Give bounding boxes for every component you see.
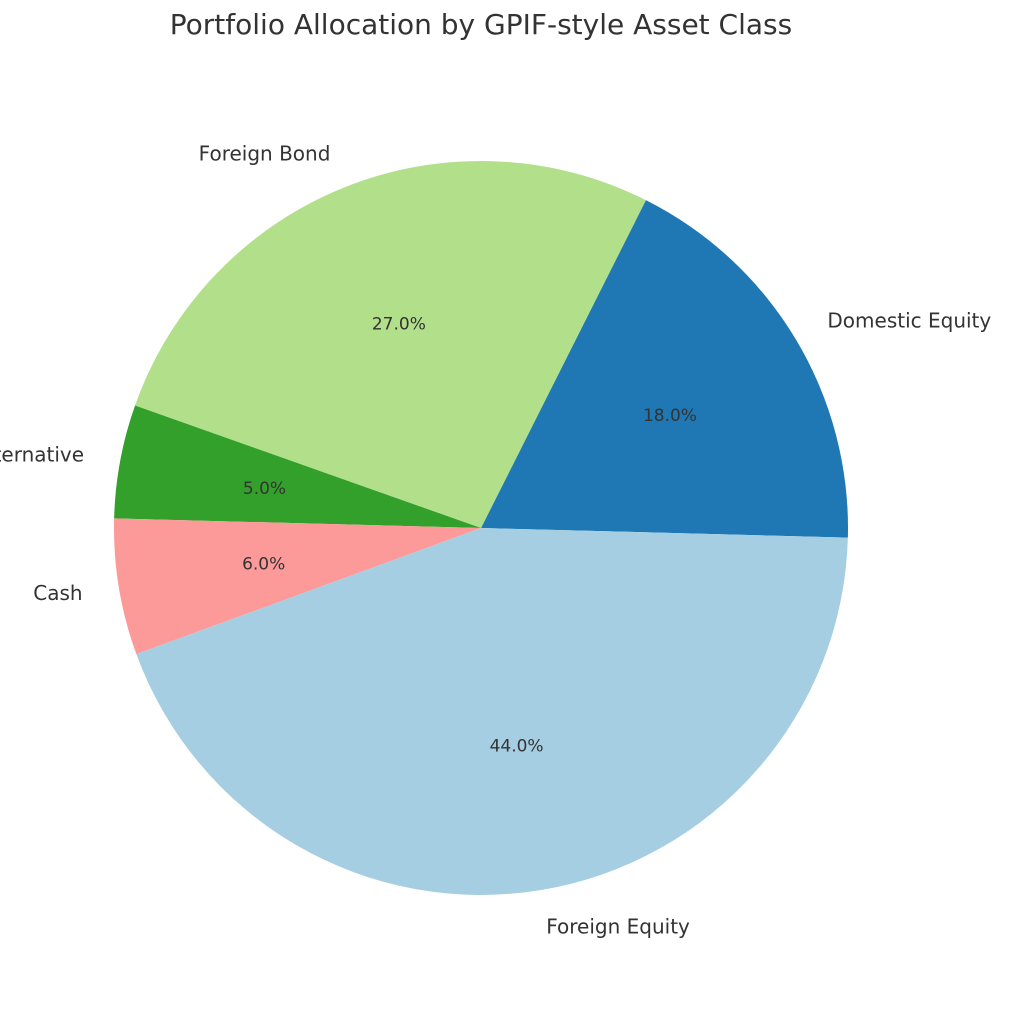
pct-label-domestic-equity: 18.0% [643,406,697,426]
pie-slice-alternative [114,405,481,528]
pie-slice-foreign-bond [135,160,646,528]
pie-slices [114,160,848,895]
slice-label-domestic-equity: Domestic Equity [827,309,991,333]
slice-label-foreign-equity: Foreign Equity [546,914,690,938]
pie-slice-domestic-equity [481,200,848,538]
pie-labels: Domestic Equity 18.0% Foreign Bond 27.0% Alt… [0,141,991,938]
pct-label-alternative: 5.0% [243,479,286,499]
chart-title: Portfolio Allocation by GPIF-style Asset… [170,8,792,41]
slice-label-foreign-bond: Foreign Bond [199,141,331,165]
slice-label-alternative: Alternative [0,442,84,466]
pct-label-foreign-bond: 27.0% [372,315,426,335]
pie-slice-cash [114,518,481,655]
pie-slice-foreign-equity [136,528,848,895]
slice-label-cash: Cash [33,581,82,605]
pct-label-cash: 6.0% [242,555,285,575]
pct-label-foreign-equity: 44.0% [490,736,544,756]
